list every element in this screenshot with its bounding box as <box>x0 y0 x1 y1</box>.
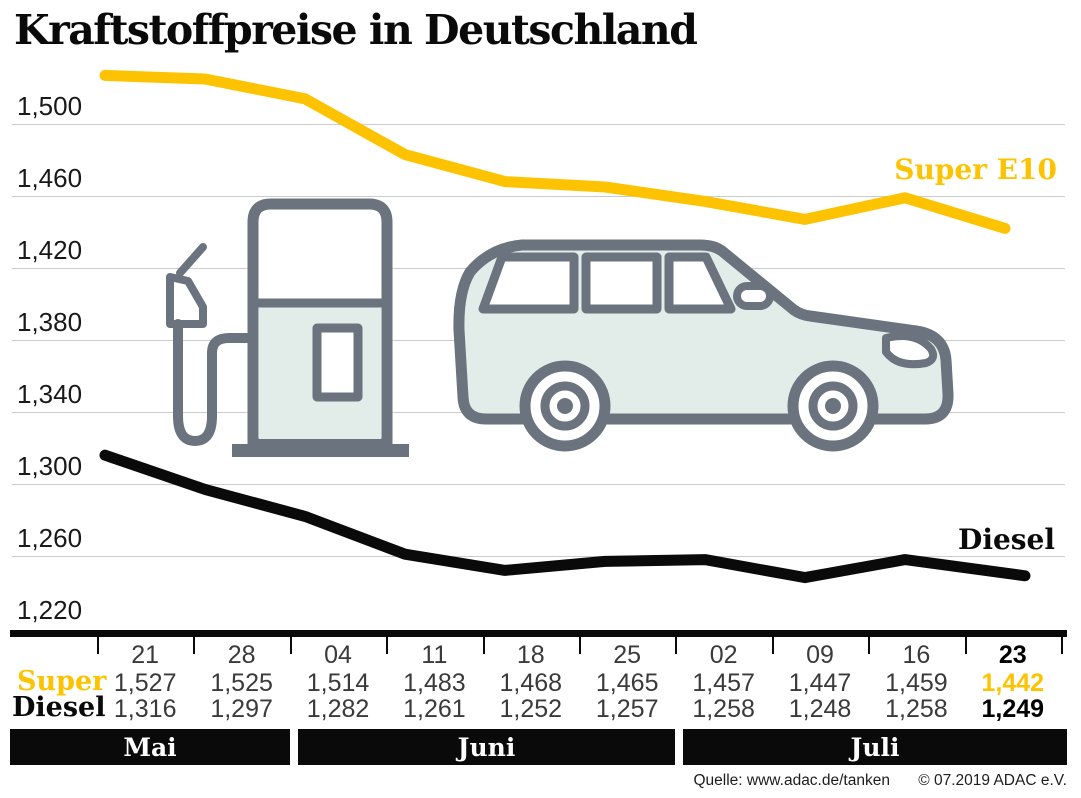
date-cell: 21 <box>131 641 160 669</box>
axis-tick <box>675 637 678 654</box>
super-value-cell: 1,483 <box>403 669 466 697</box>
source-label: Quelle: www.adac.de/tanken <box>693 772 890 789</box>
super-value-cell: 1,514 <box>306 669 370 697</box>
axis-tick <box>97 637 99 654</box>
axis-tick <box>1061 637 1063 654</box>
super-e10-line <box>99 69 1011 234</box>
axis-tick <box>193 637 196 654</box>
super-value-cell: 1,447 <box>788 669 852 697</box>
super-value-cell: 1,525 <box>210 669 273 697</box>
headlight-shape <box>882 332 938 369</box>
table-row-label-diesel: Diesel <box>12 692 106 723</box>
date-cell: 23 <box>998 641 1027 669</box>
front-wheel-icon <box>787 360 879 452</box>
diesel-value-cell: 1,282 <box>306 695 370 723</box>
date-cell: 18 <box>516 641 545 669</box>
date-cell: 16 <box>902 641 931 669</box>
car-icon <box>453 239 954 452</box>
month-band-mai: Mai <box>10 729 290 765</box>
gridline <box>12 484 1065 485</box>
axis-tick <box>579 637 581 654</box>
car-mirror-window <box>733 282 774 310</box>
diesel-value-cell: 1,316 <box>113 695 177 723</box>
diesel-value-cell: 1,297 <box>210 695 273 723</box>
y-axis-label: 1,460 <box>17 163 83 193</box>
y-axis-label: 1,260 <box>17 523 83 553</box>
diesel-value-cell: 1,258 <box>692 695 755 723</box>
super-value-cell: 1,442 <box>981 669 1045 697</box>
y-axis-label: 1,420 <box>17 235 83 265</box>
super-value-cell: 1,459 <box>885 669 948 697</box>
diesel-value-cell: 1,249 <box>981 695 1045 723</box>
diesel-value-cell: 1,261 <box>403 695 466 723</box>
y-axis-label: 1,300 <box>17 451 83 481</box>
diesel-line <box>99 449 1031 584</box>
super-value-cell: 1,465 <box>595 669 659 697</box>
diesel-value-cell: 1,258 <box>885 695 948 723</box>
axis-tick <box>868 637 871 654</box>
axis-tick <box>482 637 485 654</box>
super-value-cell: 1,457 <box>692 669 755 697</box>
axis-tick <box>771 637 774 654</box>
source-note: Quelle: www.adac.de/tanken © 07.2019 ADA… <box>694 772 1068 790</box>
date-cell: 04 <box>324 641 352 669</box>
axis-tick <box>386 637 389 654</box>
diesel-line-label: Diesel <box>958 523 1055 556</box>
x-axis <box>10 630 1067 637</box>
fuel-pump-icon <box>166 198 409 457</box>
diesel-value-cell: 1,248 <box>788 695 852 723</box>
date-cell: 25 <box>613 641 642 669</box>
rear-wheel-icon <box>519 360 611 452</box>
month-band-juni: Juni <box>298 729 675 765</box>
gridline <box>12 556 1065 557</box>
axis-tick <box>289 637 292 654</box>
date-cell: 02 <box>709 641 738 669</box>
y-axis-label: 1,500 <box>17 91 83 121</box>
date-cell: 28 <box>227 641 256 669</box>
y-axis-label: 1,380 <box>17 307 83 337</box>
gridline <box>12 196 1065 197</box>
date-cell: 09 <box>806 641 834 669</box>
diesel-value-cell: 1,252 <box>499 695 563 723</box>
y-axis-label: 1,340 <box>17 379 83 409</box>
gridline <box>12 124 1065 125</box>
chart-title: Kraftstoffpreise in Deutschland <box>14 6 698 54</box>
diesel-value-cell: 1,257 <box>595 695 659 723</box>
axis-tick <box>964 637 967 654</box>
super-value-cell: 1,527 <box>113 669 177 697</box>
copyright-label: © 07.2019 ADAC e.V. <box>918 772 1067 789</box>
date-cell: 11 <box>421 641 448 669</box>
month-band-juli: Juli <box>683 729 1067 765</box>
super-e10-line-label: Super E10 <box>894 153 1057 186</box>
super-value-cell: 1,468 <box>499 669 563 697</box>
table-row-label-super: Super <box>17 666 107 697</box>
y-axis-label: 1,220 <box>17 595 83 625</box>
